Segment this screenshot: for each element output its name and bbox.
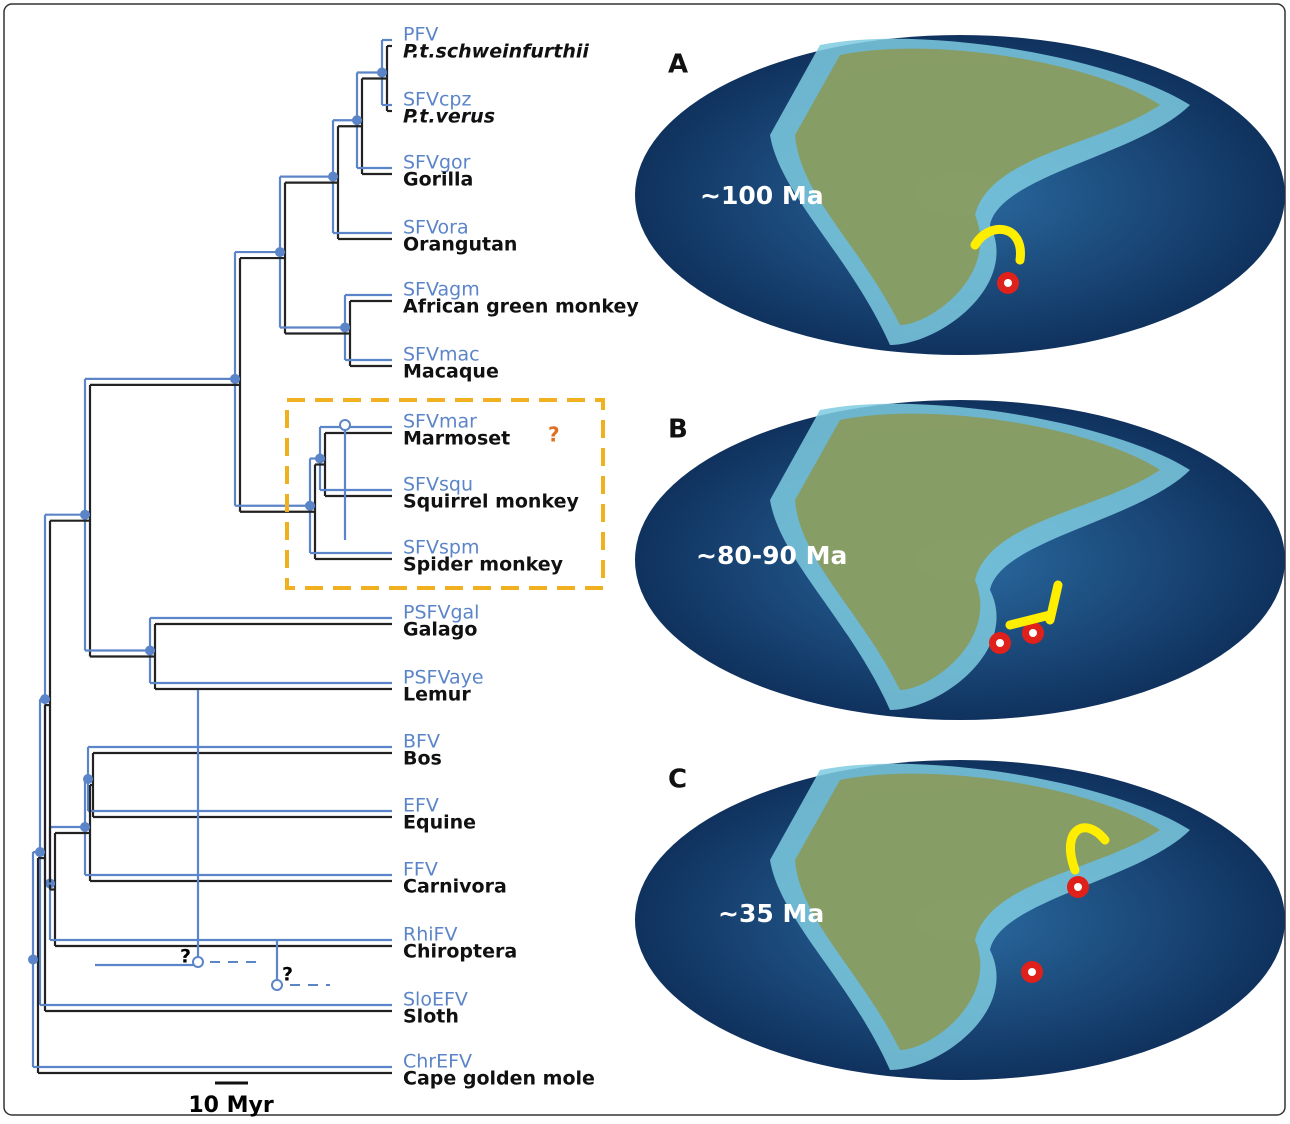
host-label: Squirrel monkey (403, 491, 579, 513)
site-marker-center (996, 639, 1004, 647)
maps: A ~100 Ma B ~80-90 Ma C ~35 Ma (635, 35, 1285, 1080)
migration-arrow (1005, 610, 1055, 630)
migration-arrow (1066, 823, 1110, 875)
virus-label: ChrEFV (403, 1051, 472, 1073)
host-label: Bos (403, 748, 442, 770)
migration-arrow (1045, 580, 1063, 625)
age-label: ~35 Ma (718, 899, 824, 928)
host-label: Equine (403, 812, 476, 834)
virus-label: BFV (403, 731, 440, 753)
host-label: Carnivora (403, 876, 507, 898)
question-mark: ? (180, 946, 191, 968)
host-label: Spider monkey (403, 554, 564, 576)
scale-label: 10 Myr (188, 1093, 274, 1118)
virus-label: SFVmac (403, 344, 480, 366)
host-label: Lemur (403, 684, 471, 706)
node-dot (28, 954, 38, 965)
host-label: Orangutan (403, 234, 517, 256)
site-marker-center (1004, 279, 1012, 287)
site-marker-center (1029, 629, 1037, 637)
site-marker-center (1074, 883, 1082, 891)
transfer-origin (192, 956, 204, 968)
host-label: Chiroptera (403, 941, 517, 963)
virus-label: SFVspm (403, 537, 479, 559)
virus-label: SloEFV (403, 989, 468, 1011)
transfer-origin (339, 419, 351, 431)
virus-label: EFV (403, 795, 439, 817)
virus-label: PSFVaye (403, 667, 484, 689)
virus-label: SFVora (403, 217, 469, 239)
highlight-box (285, 398, 605, 590)
virus-label: SFVmar (403, 411, 477, 433)
virus-label: SFVagm (403, 279, 480, 301)
host-label: Gorilla (403, 169, 473, 191)
virus-label: SFVcpz (403, 89, 471, 111)
age-label: ~100 Ma (700, 181, 824, 210)
host-label: Sloth (403, 1006, 459, 1028)
host-label: Cape golden mole (403, 1068, 595, 1090)
transfer-origin (271, 979, 283, 991)
migration-arrow (970, 224, 1025, 265)
question-mark: ? (282, 964, 293, 986)
host-label: Macaque (403, 361, 499, 383)
virus-label: SFVsqu (403, 474, 473, 496)
virus-label: SFVgor (403, 152, 471, 174)
virus-label: RhiFV (403, 924, 457, 946)
frame (3, 3, 1286, 1116)
virus-label: FFV (403, 859, 438, 881)
host-label: P.t.schweinfurthii (403, 41, 589, 63)
land (795, 48, 1160, 326)
host-label: Marmoset (403, 428, 510, 450)
virus-label: PSFVgal (403, 602, 479, 624)
question-mark: ? (548, 423, 560, 447)
host-label: Galago (403, 619, 477, 641)
host-label: P.t.verus (403, 106, 495, 128)
virus-label: PFV (403, 24, 438, 46)
panel-letter: A (668, 50, 688, 80)
site-marker-center (1028, 968, 1036, 976)
panel-letter: C (668, 765, 687, 795)
panel-letter: B (668, 415, 688, 445)
age-label: ~80-90 Ma (696, 541, 847, 570)
land (795, 413, 1160, 690)
host-label: African green monkey (403, 296, 639, 318)
